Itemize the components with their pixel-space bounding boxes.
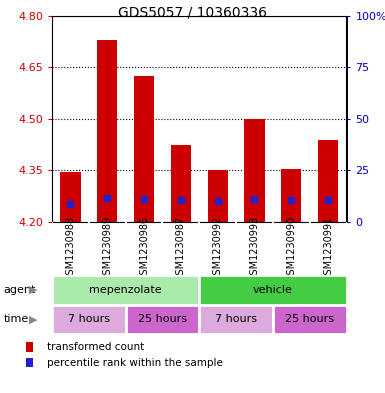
Text: ▶: ▶	[28, 285, 37, 295]
Bar	[52, 305, 126, 334]
Bar	[60, 172, 80, 222]
Text: GDS5057 / 10360336: GDS5057 / 10360336	[118, 6, 267, 20]
Text: percentile rank within the sample: percentile rank within the sample	[47, 358, 223, 368]
Text: GSM1230987: GSM1230987	[176, 216, 186, 281]
Bar	[171, 145, 191, 222]
Bar	[126, 305, 199, 334]
Text: GSM1230989: GSM1230989	[102, 216, 112, 281]
Bar	[97, 40, 117, 222]
Text: GSM1230992: GSM1230992	[213, 216, 223, 281]
Bar	[281, 169, 301, 222]
Text: ▶: ▶	[28, 314, 37, 324]
Text: GSM1230986: GSM1230986	[139, 216, 149, 281]
Text: GSM1230991: GSM1230991	[323, 216, 333, 281]
Text: GSM1230993: GSM1230993	[249, 216, 259, 281]
Text: GSM1230988: GSM1230988	[65, 216, 75, 281]
Bar	[208, 171, 228, 222]
Bar	[26, 342, 33, 352]
Bar	[134, 76, 154, 222]
Bar	[52, 275, 199, 305]
Text: 25 hours: 25 hours	[285, 314, 334, 324]
Text: 25 hours: 25 hours	[138, 314, 187, 324]
Text: mepenzolate: mepenzolate	[89, 285, 162, 295]
Text: agent: agent	[4, 285, 36, 295]
Bar	[318, 140, 338, 222]
Text: vehicle: vehicle	[253, 285, 293, 295]
Bar	[244, 119, 264, 222]
Bar	[26, 358, 33, 367]
Text: 7 hours: 7 hours	[68, 314, 110, 324]
Text: time: time	[4, 314, 29, 324]
Bar	[199, 275, 346, 305]
Text: transformed count: transformed count	[47, 342, 144, 353]
Text: 7 hours: 7 hours	[215, 314, 257, 324]
Bar	[199, 305, 273, 334]
Bar	[273, 305, 346, 334]
Text: GSM1230990: GSM1230990	[286, 216, 296, 281]
